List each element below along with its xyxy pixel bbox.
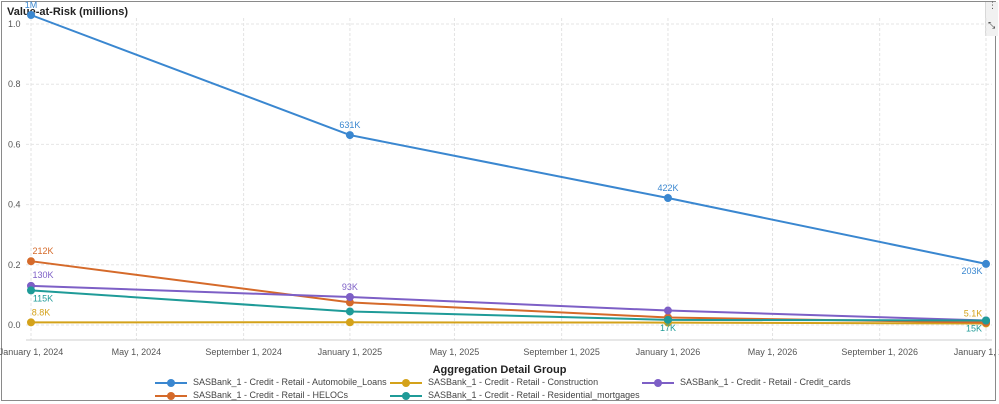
data-point (345, 131, 354, 140)
legend: SASBank_1 - Credit - Retail - Automobile… (155, 377, 855, 403)
x-tick-label: May 1, 2026 (748, 347, 798, 357)
legend-label: SASBank_1 - Credit - Retail - Credit_car… (680, 377, 851, 387)
data-label: 8.8K (32, 307, 51, 317)
expand-icon[interactable]: ⤡ (988, 21, 996, 31)
data-label: 1M (25, 0, 38, 10)
y-tick-label: 0.6 (8, 139, 21, 149)
x-tick-label: September 1, 2026 (841, 347, 918, 357)
data-label: 130K (32, 270, 53, 280)
y-tick-label: 1.0 (8, 19, 21, 29)
data-label: 203K (961, 266, 982, 276)
data-point (663, 193, 672, 202)
legend-label: SASBank_1 - Credit - Retail - Residentia… (428, 390, 640, 400)
x-tick-label: May 1, 2024 (112, 347, 162, 357)
x-tick-label: September 1, 2024 (205, 347, 282, 357)
legend-swatch (642, 379, 674, 387)
data-point (27, 318, 35, 327)
y-tick-label: 0.0 (8, 320, 21, 330)
legend-swatch (390, 392, 422, 400)
data-point (345, 318, 354, 327)
legend-swatch (390, 379, 422, 387)
legend-marker (402, 392, 410, 400)
data-label: 422K (657, 183, 678, 193)
data-label: 115K (33, 293, 53, 303)
data-label: 15K (966, 323, 982, 333)
x-tick-label: January 1, 2024 (0, 347, 63, 357)
data-point (27, 286, 35, 295)
series-line (30, 284, 987, 322)
data-point (663, 315, 672, 324)
legend-marker (167, 392, 175, 400)
legend-marker (654, 379, 662, 387)
data-label: 212K (32, 246, 53, 256)
data-point (982, 259, 990, 268)
legend-marker (402, 379, 410, 387)
series-line (30, 289, 987, 322)
legend-swatch (155, 379, 187, 387)
series-line (30, 14, 987, 265)
x-tick-label: January 1, 2025 (318, 347, 383, 357)
y-tick-label: 0.2 (8, 260, 21, 270)
y-axis-title: Value-at-Risk (millions) (7, 6, 129, 18)
data-label: 17K (660, 323, 676, 333)
y-tick-label: 0.4 (8, 200, 21, 210)
y-tick-label: 0.8 (8, 79, 21, 89)
legend-label: SASBank_1 - Credit - Retail - HELOCs (193, 390, 349, 400)
legend-label: SASBank_1 - Credit - Retail - Constructi… (428, 377, 599, 387)
data-point (982, 316, 990, 325)
data-point (27, 257, 35, 266)
x-tick-label: January 1, 2027 (954, 347, 999, 357)
data-label: 5.1K (964, 308, 983, 318)
legend-title: Aggregation Detail Group (432, 364, 567, 376)
data-point (345, 307, 354, 316)
series-line (30, 260, 987, 324)
series-line (30, 321, 987, 325)
data-point (345, 293, 354, 302)
x-tick-label: September 1, 2025 (523, 347, 600, 357)
legend-label: SASBank_1 - Credit - Retail - Automobile… (193, 377, 387, 387)
data-point (663, 306, 672, 315)
legend-marker (167, 379, 175, 387)
legend-swatch (155, 392, 187, 400)
data-label: 631K (339, 120, 360, 130)
data-label: 93K (342, 282, 358, 292)
data-point (27, 11, 35, 19)
x-tick-label: January 1, 2026 (636, 347, 701, 357)
x-tick-label: May 1, 2025 (430, 347, 480, 357)
more-options-icon[interactable]: ⋮ (988, 1, 997, 11)
